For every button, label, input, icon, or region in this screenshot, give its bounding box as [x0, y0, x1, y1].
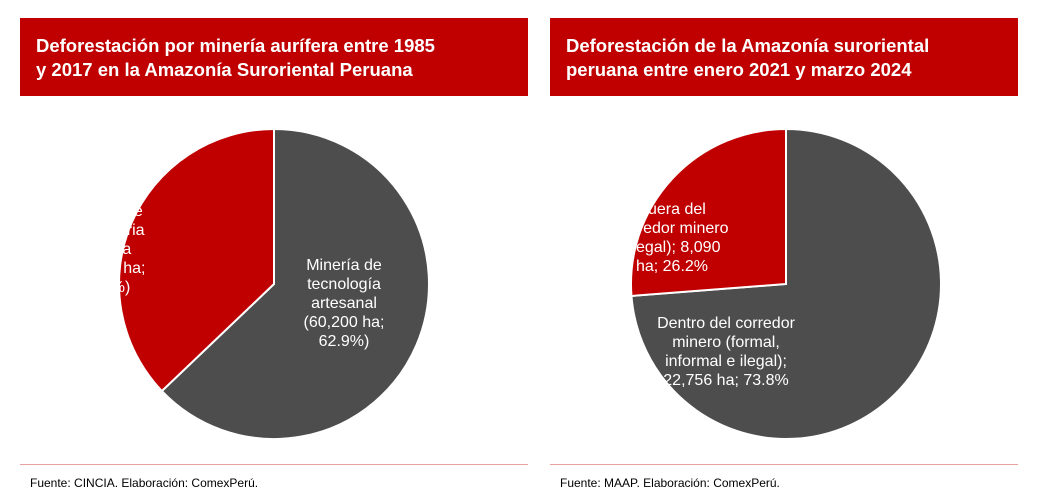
chart-title-line-1: Deforestación por minería aurífera entre… [36, 35, 435, 56]
slice-data-label-line: pesada [79, 241, 132, 258]
chart-title-line-2: peruana entre enero 2021 y marzo 2024 [566, 59, 912, 80]
slice-data-label: Minería de maquinaria pesada (35,550 ha; 37.… [65, 203, 146, 296]
pie-slice-major [160, 127, 430, 440]
slice-data-label-line: Minería de [67, 203, 143, 220]
slice-data-label-line: minero (formal, [672, 334, 780, 351]
slice-data-label-line: informal e ilegal); [665, 353, 787, 370]
slice-data-label-line: Fuera del [638, 201, 706, 218]
pie-slice-minor [118, 127, 275, 393]
slice-data-label: Minería de tecnología artesanal (60,200 ha;… [304, 257, 385, 350]
slice-data-label-line: corredor minero [616, 220, 729, 237]
source-note: Fuente: CINCIA. Elaboración: ComexPerú. [30, 476, 259, 490]
pie-chart: Minería de tecnología artesanal (60,200 ha;… [65, 127, 430, 440]
slice-data-label-line: ha; 26.2% [636, 258, 708, 275]
slice-data-label-line: (60,200 ha; [304, 314, 385, 331]
chart-title: Deforestación de la Amazonía suroriental… [550, 18, 1018, 96]
slice-data-label-line: artesanal [311, 295, 377, 312]
slice-data-label-line: Minería de [306, 257, 382, 274]
chart-panel-mining-1985-2017: Deforestación por minería aurífera entre… [20, 0, 528, 501]
chart-title: Deforestación por minería aurífera entre… [20, 18, 528, 96]
slice-data-label-line: (ilegal); 8,090 [624, 239, 721, 256]
source-divider [20, 464, 528, 465]
pie-slice-minor [630, 127, 787, 298]
slice-data-label-line: maquinaria [65, 222, 144, 239]
chart-title-line-1: Deforestación de la Amazonía suroriental [566, 35, 930, 56]
slice-data-label-line: tecnología [307, 276, 381, 293]
slice-data-label-line: 62.9%) [319, 333, 370, 350]
chart-panel-deforestation-2021-2024: Deforestación de la Amazonía suroriental… [550, 0, 1018, 501]
source-note: Fuente: MAAP. Elaboración: ComexPerú. [560, 476, 780, 490]
slice-data-label-line: (35,550 ha; [65, 260, 146, 277]
slice-data-label-line: 22,756 ha; 73.8% [663, 372, 788, 389]
slice-data-label: Fuera del corredor minero (ilegal); 8,090 h… [616, 201, 729, 275]
slice-data-label-line: Dentro del corredor [657, 315, 796, 332]
chart-title-line-2: y 2017 en la Amazonía Suroriental Peruan… [36, 59, 413, 80]
pie-chart: Dentro del corredor minero (formal, inform… [616, 127, 942, 440]
source-divider [550, 464, 1018, 465]
slice-data-label: Dentro del corredor minero (formal, inform… [657, 315, 796, 389]
slice-data-label-line: 37.1%) [80, 279, 131, 296]
